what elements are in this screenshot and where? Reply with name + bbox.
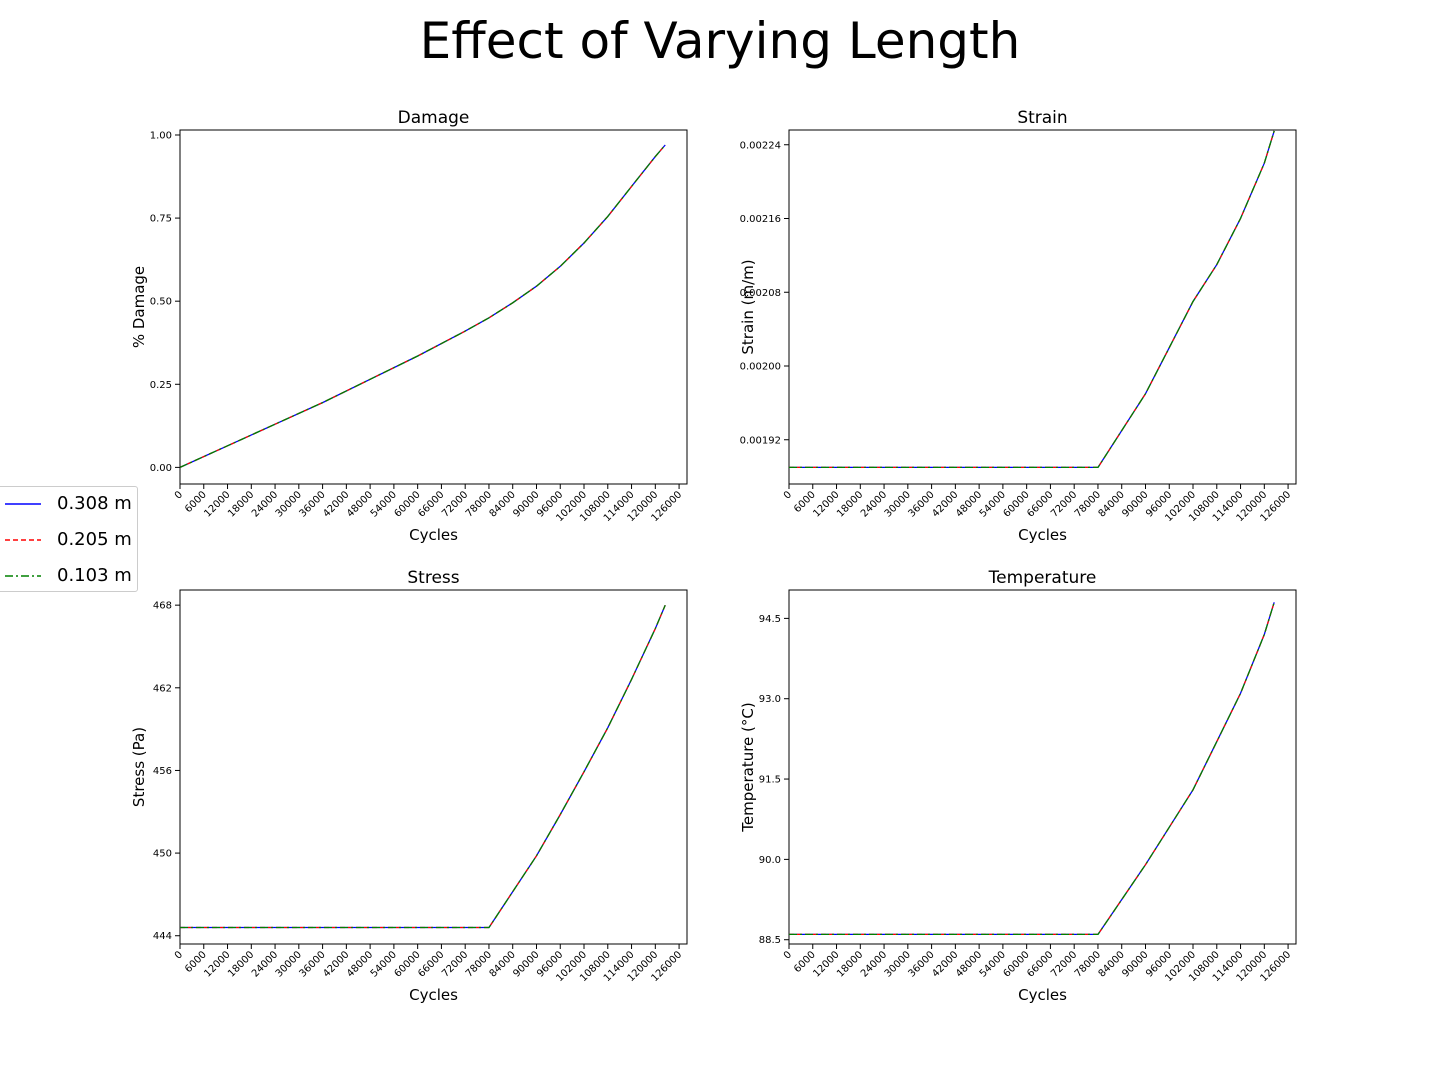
plot-frame	[179, 129, 688, 485]
x-tick-label: 0	[173, 949, 185, 961]
subplot-1: Strain0600012000180002400030000360004200…	[739, 108, 1297, 544]
series-line-2	[789, 602, 1275, 936]
y-tick-label: 0.00192	[740, 435, 781, 446]
legend-swatch-dashed	[5, 539, 41, 541]
y-tick-label: 1.00	[150, 130, 172, 141]
x-tick-label: 0	[782, 489, 794, 501]
y-tick-label: 468	[153, 601, 172, 612]
y-axis-label: Strain (m/m)	[739, 259, 757, 354]
x-axis-label: Cycles	[409, 526, 458, 544]
y-axis-label: Stress (Pa)	[130, 727, 148, 807]
legend-entry-1: 0.205 m	[0, 525, 137, 555]
x-axis-label: Cycles	[409, 986, 458, 1004]
y-tick-label: 450	[153, 849, 172, 860]
y-tick-label: 91.5	[759, 775, 781, 786]
legend-swatch-dashdot	[5, 575, 41, 577]
y-tick-label: 0.00216	[740, 214, 781, 225]
legend-label: 0.308 m	[57, 493, 132, 514]
y-tick-label: 94.5	[759, 614, 781, 625]
y-tick-label: 444	[153, 931, 172, 942]
x-axis-label: Cycles	[1018, 526, 1067, 544]
plot-frame	[788, 129, 1297, 485]
legend-swatch-solid	[5, 503, 41, 505]
x-tick-label: 0	[173, 489, 185, 501]
series-line-2	[180, 604, 666, 929]
series-line-2	[789, 130, 1275, 469]
y-tick-label: 0.25	[150, 380, 172, 391]
y-tick-label: 0.00224	[740, 140, 781, 151]
series-line-2	[179, 144, 666, 468]
y-tick-label: 0.00	[150, 463, 172, 474]
y-axis-label: Temperature (°C)	[739, 702, 757, 832]
y-tick-label: 462	[153, 683, 172, 694]
subplot-title: Strain	[1017, 108, 1067, 128]
subplot-title: Temperature	[988, 568, 1097, 588]
plot-frame	[788, 589, 1297, 945]
y-tick-label: 0.00208	[740, 288, 781, 299]
subplot-title: Stress	[407, 568, 459, 588]
subplot-title: Damage	[398, 108, 470, 128]
x-axis-label: Cycles	[1018, 986, 1067, 1004]
plot-frame	[179, 589, 688, 945]
y-axis-label: % Damage	[130, 266, 148, 348]
y-tick-label: 0.00200	[740, 362, 781, 373]
y-tick-label: 0.50	[150, 297, 172, 308]
subplot-3: Temperature06000120001800024000300003600…	[739, 568, 1297, 1004]
y-tick-label: 88.5	[759, 935, 781, 946]
y-tick-label: 90.0	[759, 855, 781, 866]
legend-entry-0: 0.308 m	[0, 489, 137, 519]
y-tick-label: 0.75	[150, 214, 172, 225]
legend-label: 0.205 m	[57, 529, 132, 550]
subplot-0: Damage0600012000180002400030000360004200…	[130, 108, 688, 544]
figure-title: Effect of Varying Length	[419, 12, 1021, 70]
legend-entry-2: 0.103 m	[0, 561, 137, 591]
subplot-2: Stress0600012000180002400030000360004200…	[130, 568, 688, 1004]
x-tick-label: 0	[782, 949, 794, 961]
legend-label: 0.103 m	[57, 565, 132, 586]
y-tick-label: 93.0	[759, 694, 781, 705]
y-tick-label: 456	[153, 766, 172, 777]
legend: 0.308 m 0.205 m 0.103 m	[0, 486, 138, 592]
